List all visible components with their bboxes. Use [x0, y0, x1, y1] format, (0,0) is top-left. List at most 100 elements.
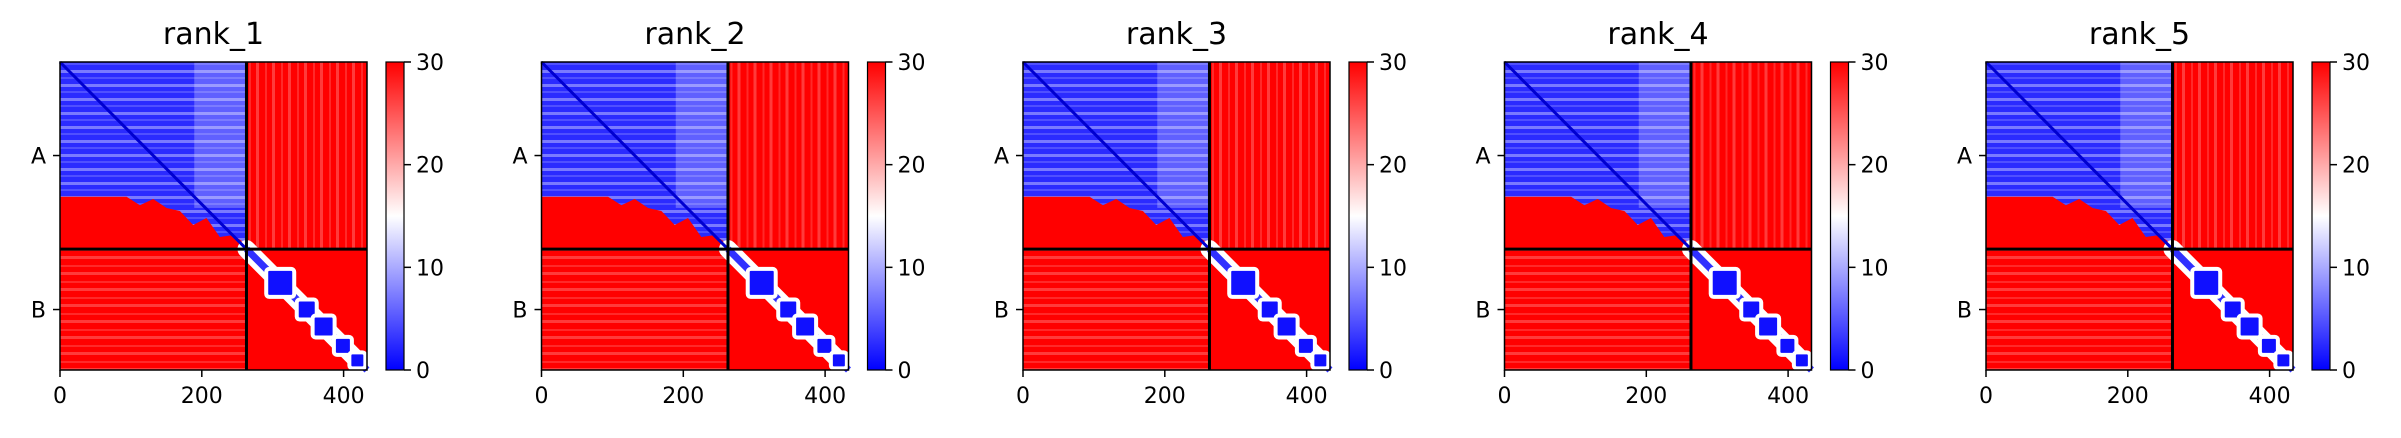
colorbar-tick-label: 10 — [2342, 256, 2370, 281]
colorbar-tick-label: 10 — [898, 256, 926, 281]
diag-line-A — [58, 60, 248, 251]
panel-title: rank_4 — [1607, 17, 1708, 52]
domain-blob — [1273, 313, 1300, 340]
plot-frame — [59, 61, 368, 371]
colorbar-tick-label: 10 — [1861, 256, 1889, 281]
colorbar-tick-label: 20 — [898, 154, 926, 179]
colorbar — [385, 61, 405, 371]
colorbar-tick-label: 30 — [1379, 51, 1407, 76]
y-tick-label: B — [994, 299, 1009, 324]
block-BA — [1504, 249, 1691, 370]
x-tick-label: 400 — [1767, 384, 1809, 409]
domain-blob — [2236, 313, 2263, 340]
x-tick-label: 400 — [1286, 384, 1328, 409]
domain-blob — [310, 313, 337, 340]
x-tick-label: 0 — [1498, 384, 1512, 409]
colorbar-tick-label: 30 — [1861, 51, 1889, 76]
x-tick-label: 0 — [1016, 384, 1030, 409]
colorbar-tick-label: 20 — [416, 154, 444, 179]
colorbar — [2311, 61, 2331, 371]
block-AB — [1209, 62, 1330, 250]
panel-title: rank_2 — [644, 17, 745, 52]
x-tick-label: 400 — [804, 384, 846, 409]
domain-blob — [1791, 350, 1812, 371]
y-tick-label: A — [1475, 145, 1490, 170]
domain-blob — [331, 334, 354, 357]
block-AA-fade — [194, 62, 247, 208]
domain-blob — [745, 266, 778, 299]
x-tick-label: 200 — [2107, 384, 2149, 409]
colorbar-tick-label: 30 — [2342, 51, 2370, 76]
domain-blob — [2257, 334, 2280, 357]
heatmap-panel: rank_4 A B 0 200 400 0 10 20 30 — [1475, 17, 1888, 409]
colorbar-tick-label: 0 — [1861, 359, 1875, 384]
block-BA — [1023, 249, 1210, 370]
block-AB — [1690, 62, 1812, 250]
x-tick-label: 200 — [1144, 384, 1186, 409]
heatmap-panel: rank_1 A B 0 200 400 0 10 20 30 — [31, 17, 444, 409]
x-tick-label: 200 — [181, 384, 223, 409]
colorbar-tick-label: 0 — [1379, 359, 1393, 384]
diag-line-A — [1021, 60, 1211, 251]
x-tick-label: 400 — [2249, 384, 2291, 409]
domain-blob — [2273, 350, 2294, 371]
heatmap-panel: rank_5 A B 0 200 400 0 10 20 30 — [1957, 17, 2370, 409]
colorbar-tick-label: 30 — [416, 51, 444, 76]
diag-line-A — [540, 60, 730, 251]
domain-blob — [776, 297, 801, 322]
block-BA — [541, 249, 728, 370]
colorbar-tick-label: 0 — [2342, 359, 2356, 384]
domain-blob — [1310, 350, 1331, 371]
panel-title: rank_3 — [1126, 17, 1227, 52]
colorbar-tick-label: 0 — [416, 359, 430, 384]
y-tick-label: A — [512, 145, 527, 170]
x-tick-label: 200 — [1625, 384, 1667, 409]
colorbar-tick-label: 30 — [898, 51, 926, 76]
colorbar — [866, 61, 887, 371]
domain-blob — [1708, 266, 1741, 299]
block-AB — [2172, 62, 2293, 250]
plot-frame — [540, 61, 850, 371]
colorbar-tick-label: 0 — [898, 359, 912, 384]
block-BA — [60, 249, 247, 370]
domain-blob — [347, 350, 368, 371]
block-AA-fade — [675, 62, 728, 208]
block-AA-fade — [1638, 62, 1691, 208]
y-tick-label: A — [1957, 145, 1972, 170]
colorbar-tick-label: 10 — [416, 256, 444, 281]
y-tick-label: B — [31, 299, 46, 324]
domain-blob — [2190, 266, 2223, 299]
y-tick-label: B — [1957, 299, 1972, 324]
domain-blob — [1755, 313, 1782, 340]
colorbar — [1348, 61, 1368, 371]
colorbar-tick-label: 10 — [1379, 256, 1407, 281]
domain-blob — [813, 334, 836, 357]
domain-blob — [828, 350, 849, 371]
panel-title: rank_1 — [163, 17, 264, 52]
domain-blob — [1257, 297, 1282, 322]
colorbar-tick-label: 20 — [1861, 154, 1889, 179]
diag-line-A — [1984, 60, 2174, 251]
diag-line-A — [1503, 60, 1693, 251]
block-AB — [246, 62, 367, 250]
domain-blob — [294, 297, 319, 322]
domain-blob — [1227, 266, 1260, 299]
x-tick-label: 0 — [53, 384, 67, 409]
colorbar-tick-label: 20 — [1379, 154, 1407, 179]
block-AA-fade — [1157, 62, 1210, 208]
domain-blob — [792, 313, 819, 340]
x-tick-label: 400 — [323, 384, 365, 409]
x-tick-label: 0 — [535, 384, 549, 409]
domain-blob — [1294, 334, 1317, 357]
domain-blob — [264, 266, 297, 299]
x-tick-label: 200 — [662, 384, 704, 409]
y-tick-label: A — [31, 145, 46, 170]
plot-frame — [1985, 61, 2294, 371]
block-AB — [727, 62, 849, 250]
block-BA — [1986, 249, 2173, 370]
heatmap-panel: rank_2 A B 0 200 400 0 10 20 30 — [512, 17, 925, 409]
y-tick-label: B — [1475, 299, 1490, 324]
panel-title: rank_5 — [2089, 17, 2190, 52]
domain-blob — [1776, 334, 1799, 357]
